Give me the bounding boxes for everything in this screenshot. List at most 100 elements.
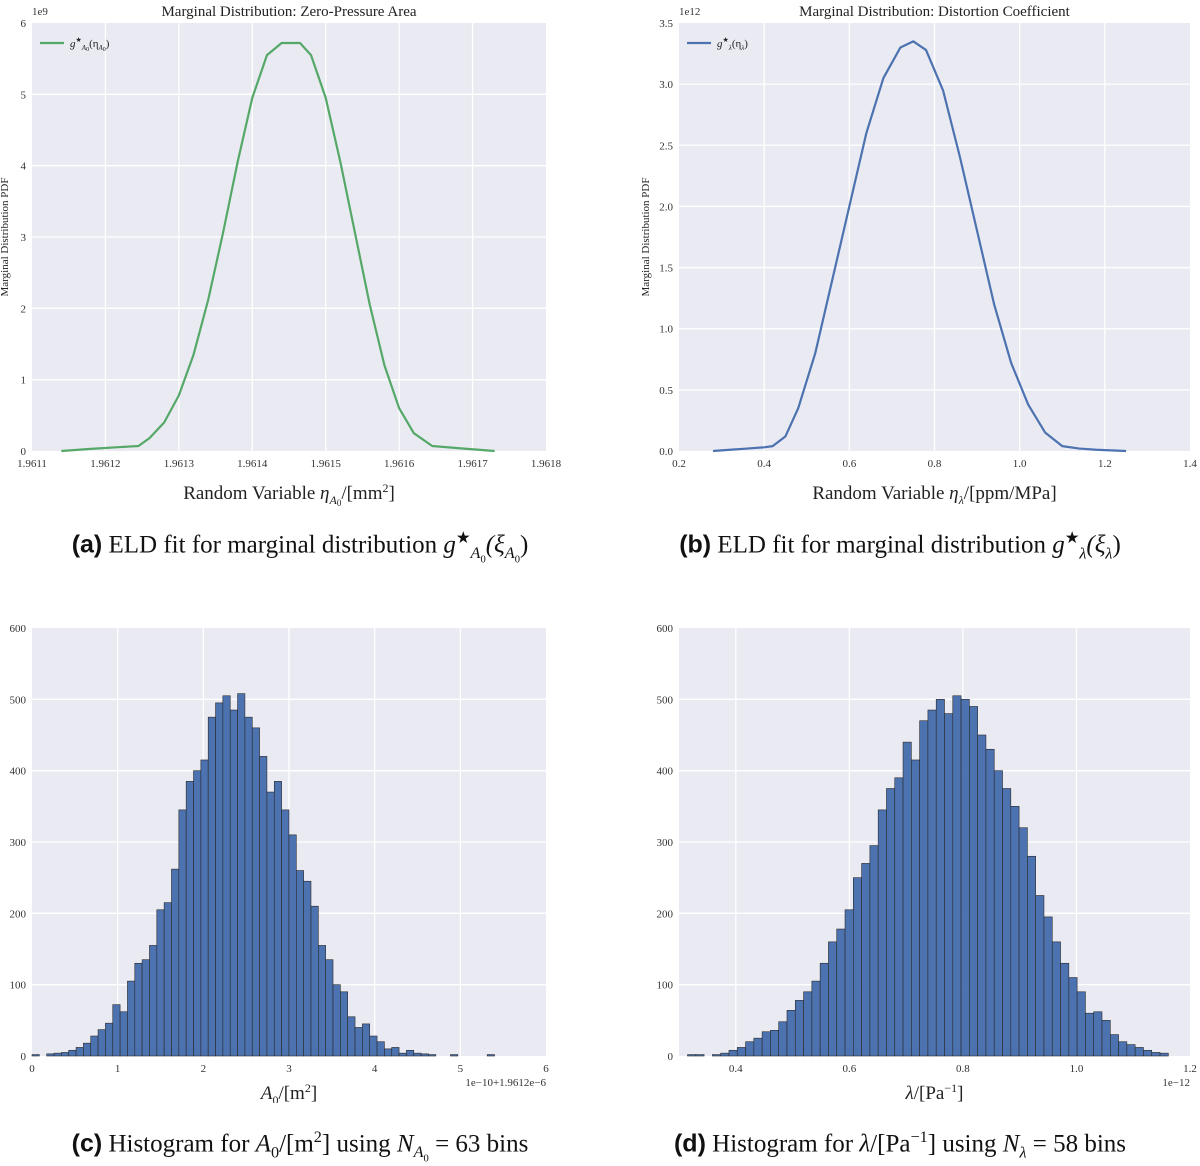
x-axis-label: Random Variable ηλ/[ppm/MPa] xyxy=(812,483,1056,507)
histogram-bar xyxy=(149,945,158,1057)
histogram-bar xyxy=(237,693,246,1057)
y-tick-label: 0 xyxy=(21,446,27,458)
chart-d: 0.4 0.6 0.8 1.0 1.2 0 100 200 300 400 500 600 1e−12 λ… xyxy=(657,623,1197,1103)
chart-a: 1.9611 1.9612 1.9613 1.9614 1.9615 1.9616 1.96… xyxy=(0,4,562,508)
histogram-bar xyxy=(376,1041,385,1057)
caption-unit: /[m xyxy=(279,1130,314,1158)
histogram-bar xyxy=(391,1047,400,1057)
histogram-bar xyxy=(486,1054,495,1057)
y-tick-label: 200 xyxy=(657,908,674,920)
histogram-bar xyxy=(303,880,312,1057)
x-tick-label: 1 xyxy=(115,1063,121,1075)
histogram-bar xyxy=(935,699,945,1057)
x-tick-label: 0.4 xyxy=(757,458,771,470)
caption-unit-end: ] xyxy=(321,1130,331,1158)
x-tick-label: 0.2 xyxy=(672,458,686,470)
x-tick-label: 1.9611 xyxy=(17,458,47,470)
x-tick-label: 2 xyxy=(201,1063,207,1075)
histogram-bar xyxy=(811,980,821,1057)
x-tick-label: 0.6 xyxy=(842,1063,856,1075)
legend-label: g★λ(ηλ) xyxy=(717,36,748,52)
histogram-bar xyxy=(281,809,290,1057)
histogram-bar xyxy=(985,748,995,1057)
histogram-bar xyxy=(902,741,912,1057)
x-tick-label: 1.9618 xyxy=(531,458,562,470)
histogram-bar xyxy=(786,1010,796,1057)
offset-text: 1e−12 xyxy=(1162,1077,1190,1089)
histogram-bar xyxy=(193,770,202,1057)
histogram-bar xyxy=(83,1042,92,1057)
caption-star: ★ xyxy=(1064,529,1080,547)
y-tick-label: 1.5 xyxy=(659,263,673,275)
histogram-bar xyxy=(695,1054,705,1057)
caption-sub: 0 xyxy=(270,1143,280,1162)
x-axis-label: Random Variable ηA0/[mm2] xyxy=(183,481,395,508)
histogram-bar xyxy=(803,991,813,1057)
histogram-bar xyxy=(1143,1049,1153,1057)
histogram-bar xyxy=(369,1035,378,1057)
caption-n-sub: A xyxy=(413,1143,424,1162)
y-tick-label: 0.5 xyxy=(659,385,673,397)
caption-label: (a) xyxy=(71,530,103,559)
histogram-bar xyxy=(259,756,268,1057)
y-tick-label: 0.0 xyxy=(659,446,673,458)
histogram-bar xyxy=(251,727,260,1057)
caption-subsub: 0 xyxy=(480,554,486,566)
y-tick-label: 100 xyxy=(10,980,27,992)
histogram-bar xyxy=(1134,1047,1144,1057)
caption-n-subsub: 0 xyxy=(423,1153,429,1165)
panel-d: 0.4 0.6 0.8 1.0 1.2 0 100 200 300 400 500 600 1e−12 λ… xyxy=(600,583,1200,1166)
caption-unit-sup: −1 xyxy=(910,1128,928,1146)
histogram-bar xyxy=(127,980,136,1057)
caption-math: g xyxy=(443,531,456,559)
y-tick-label: 400 xyxy=(657,766,674,778)
x-tick-label: 6 xyxy=(543,1063,549,1075)
histogram-bar xyxy=(712,1054,721,1057)
histogram-bar xyxy=(861,863,871,1057)
y-tick-label: 200 xyxy=(10,908,27,920)
histogram-bar xyxy=(1002,788,1012,1057)
caption-arg-sub: λ xyxy=(1105,544,1113,563)
histogram-bar xyxy=(295,870,304,1057)
caption-n-sub: λ xyxy=(1019,1143,1027,1162)
x-tick-label: 0 xyxy=(29,1063,35,1075)
histogram-bar xyxy=(222,695,231,1057)
histogram-bar xyxy=(215,702,224,1057)
histogram-bar xyxy=(171,868,180,1057)
histogram-bar xyxy=(778,1021,788,1057)
histogram-bar xyxy=(340,991,348,1057)
histogram-bar xyxy=(273,781,282,1057)
caption-c: (c) Histogram for A0/[m2] using NA0 = 63… xyxy=(0,1128,600,1165)
caption-math: A xyxy=(255,1130,271,1158)
caption-text: ELD fit for marginal distribution xyxy=(711,531,1053,559)
histogram-bar xyxy=(46,1053,55,1057)
x-tick-label: 0.8 xyxy=(928,458,942,470)
x-axis-label: λ/[Pa−1] xyxy=(905,1081,964,1103)
x-tick-label: 5 xyxy=(458,1063,464,1075)
chart-title: Marginal Distribution: Distortion Coeffi… xyxy=(799,4,1070,20)
y-axis-label: Marginal Distribution PDF xyxy=(640,178,652,297)
y-tick-label: 300 xyxy=(657,837,674,849)
histogram-bar xyxy=(156,909,165,1057)
histogram-bar xyxy=(886,788,896,1057)
histogram-bar xyxy=(141,959,150,1057)
x-tick-label: 0.4 xyxy=(729,1063,743,1075)
caption-sub: λ xyxy=(1079,544,1087,563)
caption-b: (b) ELD fit for marginal distribution g★… xyxy=(600,528,1200,563)
histogram-bar xyxy=(1043,916,1053,1057)
caption-arg-sub: A xyxy=(504,544,515,563)
x-tick-label: 1.9612 xyxy=(90,458,120,470)
histogram-bar xyxy=(728,1049,738,1057)
caption-label: (b) xyxy=(679,530,712,559)
histogram-bar xyxy=(406,1049,415,1057)
y-tick-label: 600 xyxy=(10,623,27,635)
histogram-bar xyxy=(828,941,838,1057)
caption-text2: using xyxy=(936,1130,1003,1158)
histogram-bar xyxy=(332,984,341,1057)
caption-label: (c) xyxy=(71,1129,103,1158)
histogram-bar xyxy=(119,1011,128,1057)
histogram-bar xyxy=(420,1053,429,1057)
offset-text: 1e−10+1.9612e−6 xyxy=(465,1077,546,1089)
y-tick-label: 3.5 xyxy=(659,18,673,30)
x-tick-label: 1.9613 xyxy=(164,458,195,470)
